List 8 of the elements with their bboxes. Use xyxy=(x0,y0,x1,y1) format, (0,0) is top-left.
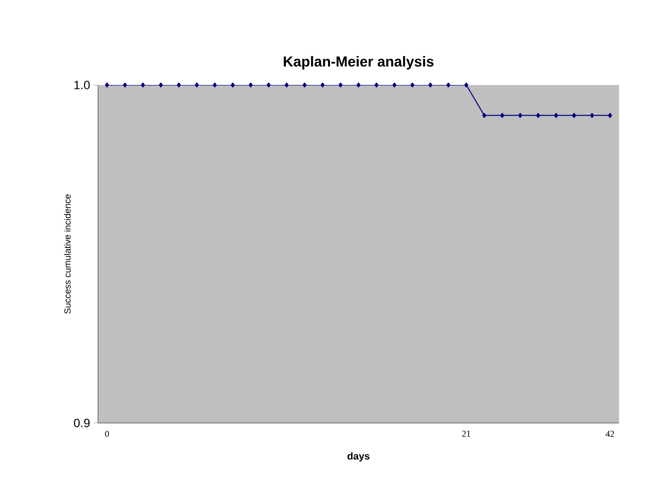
chart-title: Kaplan-Meier analysis xyxy=(284,56,434,70)
x-axis-title: days xyxy=(348,452,370,462)
y-tick-label: 0.9 xyxy=(74,418,90,428)
x-tick-label: 21 xyxy=(462,430,470,437)
y-tick-label: 1.0 xyxy=(74,80,90,90)
x-tick-label: 0 xyxy=(105,430,109,437)
y-axis-title: Success cumulative incidence xyxy=(64,194,71,314)
x-tick-label: 42 xyxy=(606,430,614,437)
